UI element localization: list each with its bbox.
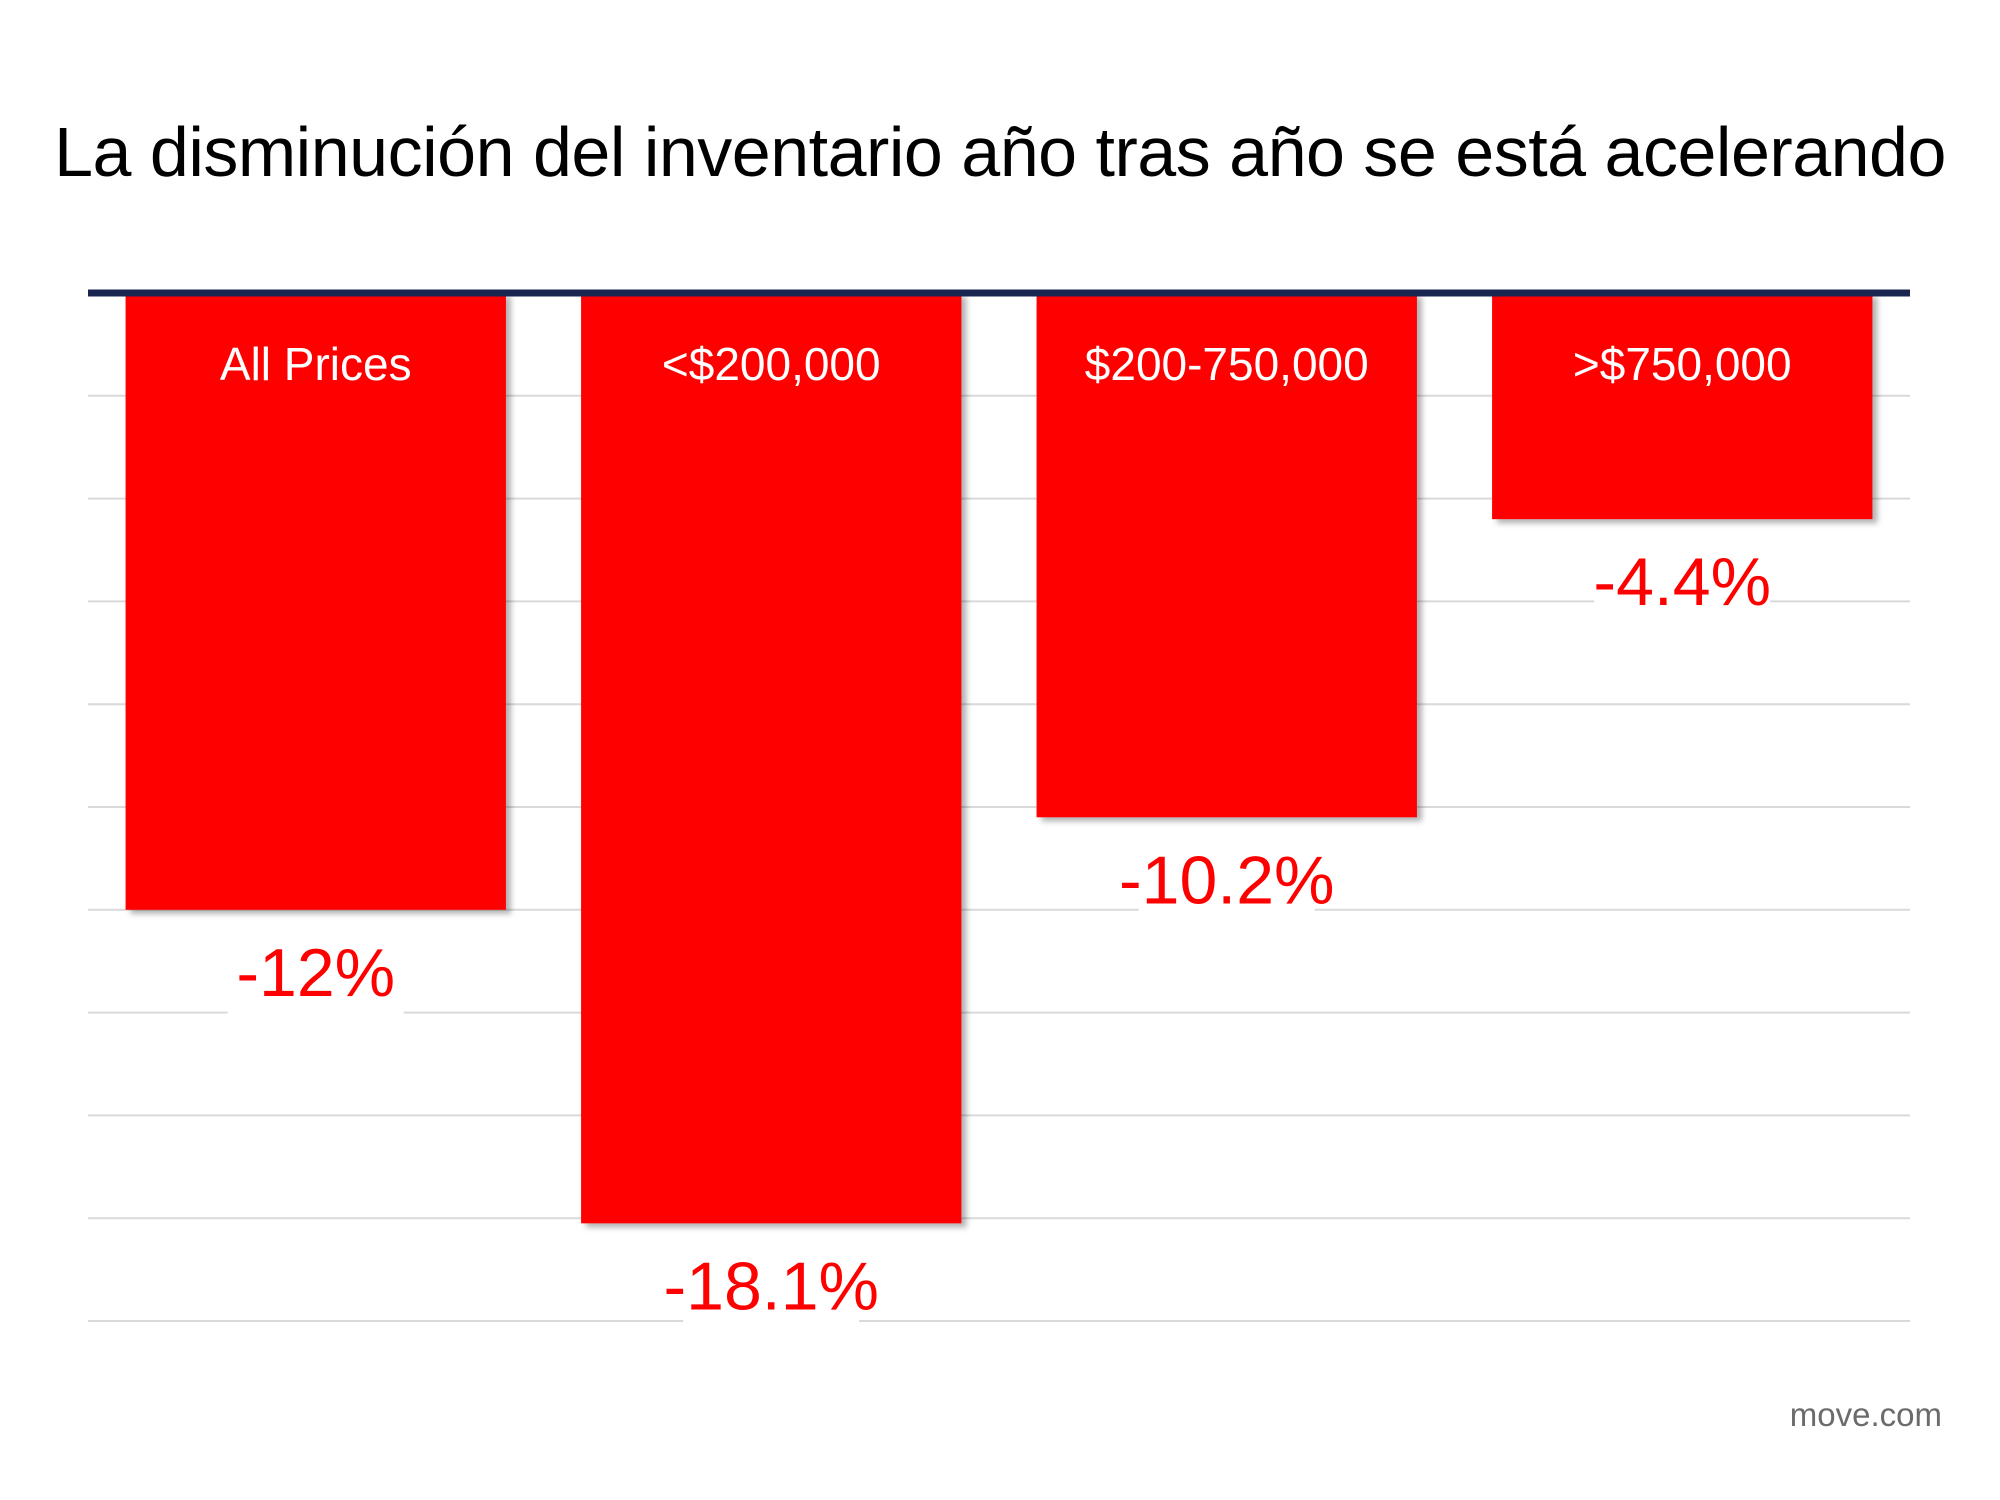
data-label: -10.2%	[1119, 842, 1334, 918]
data-label-background	[227, 937, 404, 1016]
data-label: -18.1%	[664, 1248, 879, 1324]
bar	[1492, 293, 1873, 520]
source-label: move.com	[1789, 1396, 1942, 1433]
category-label: >$750,000	[1573, 338, 1792, 390]
data-label-background	[683, 1251, 860, 1330]
category-label: <$200,000	[662, 338, 881, 390]
category-label: $200-750,000	[1085, 338, 1369, 390]
bar	[581, 293, 962, 1224]
data-label: -4.4%	[1593, 544, 1771, 620]
chart-title: La disminución del inventario año tras a…	[54, 113, 1946, 191]
data-label-background	[1594, 547, 1771, 626]
data-label: -12%	[236, 935, 395, 1011]
category-label: All Prices	[220, 338, 412, 390]
data-label-background	[1138, 845, 1315, 924]
bar	[1036, 293, 1417, 818]
bar	[125, 293, 506, 910]
